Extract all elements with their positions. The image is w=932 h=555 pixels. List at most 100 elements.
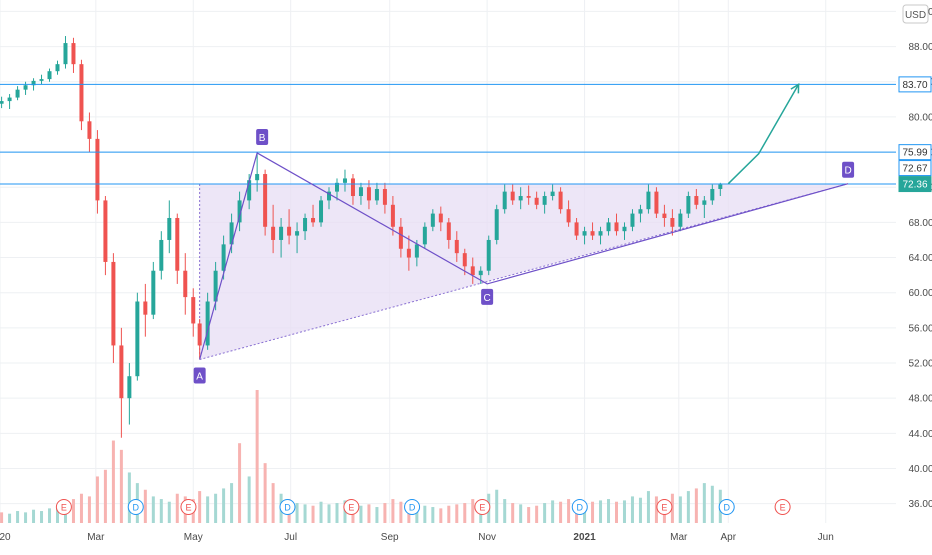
volume-bar	[303, 504, 307, 523]
candle-body	[518, 196, 523, 201]
currency-badge[interactable]: USD	[902, 4, 929, 24]
volume-bar	[295, 503, 299, 523]
dividend-event-marker[interactable]: D	[279, 499, 296, 515]
volume-bar	[686, 491, 690, 523]
dividend-event-marker[interactable]: D	[404, 499, 421, 515]
event-marker-circle	[180, 499, 197, 515]
price-badge-box	[898, 160, 932, 177]
price-badge-72-36[interactable]: 72.36	[898, 176, 932, 193]
candle-body	[303, 217, 308, 232]
price-tick-label: 48.00	[908, 394, 932, 405]
volume-bar	[111, 440, 115, 523]
time-tick-label: Jun	[818, 532, 834, 543]
event-marker-circle	[774, 499, 791, 515]
event-marker-letter: E	[661, 503, 667, 513]
candle-body	[87, 121, 92, 139]
pattern-point-box	[842, 161, 855, 178]
volume-bar	[271, 483, 275, 523]
pattern-point-c[interactable]: C	[481, 288, 494, 305]
candle-body	[702, 200, 707, 205]
price-badge-label: 72.36	[902, 180, 927, 191]
price-badge-83-70[interactable]: 83.70	[898, 76, 932, 93]
event-marker-circle	[343, 499, 360, 515]
volume-bar	[8, 513, 12, 523]
volume-bar	[247, 476, 251, 523]
candle-body	[229, 222, 234, 245]
event-marker-letter: E	[348, 503, 354, 513]
candle-body	[295, 231, 300, 236]
candle-body	[406, 248, 411, 258]
volume-bar	[630, 496, 634, 523]
volume-bar	[471, 499, 475, 523]
candle-body	[63, 43, 68, 65]
event-marker-circle	[474, 499, 491, 515]
earnings-event-marker[interactable]: E	[55, 499, 72, 515]
candle-body	[350, 178, 355, 197]
price-tick-label: 80.00	[908, 112, 932, 123]
dividend-event-marker[interactable]: D	[127, 499, 144, 515]
horizontal-price-lines[interactable]	[0, 83, 896, 185]
candle-body	[111, 261, 116, 346]
pattern-point-b[interactable]: B	[256, 128, 269, 145]
candle-body	[534, 197, 539, 205]
event-marker-letter: E	[479, 503, 485, 513]
candle-body	[213, 270, 218, 302]
price-badge-label: 75.99	[902, 148, 927, 159]
candle-body	[438, 213, 443, 223]
event-marker-circle	[127, 499, 144, 515]
candle-body	[175, 217, 180, 271]
pattern-point-a[interactable]: A	[193, 367, 206, 384]
dividend-event-marker[interactable]: D	[718, 499, 735, 515]
event-marker-circle	[718, 499, 735, 515]
volume-bar	[622, 500, 626, 523]
earnings-event-marker[interactable]: E	[774, 499, 791, 515]
candle-body	[263, 174, 268, 227]
candle-body	[558, 191, 563, 210]
price-tick-label: 40.00	[908, 464, 932, 475]
price-badge-72-67[interactable]: 72.67	[898, 160, 932, 177]
price-tick-label: 56.00	[908, 323, 932, 334]
projection-arrow[interactable]	[727, 83, 800, 185]
projection-path[interactable]	[727, 84, 800, 185]
candle-body	[398, 226, 403, 249]
earnings-event-marker[interactable]: E	[474, 499, 491, 515]
volume-bar	[463, 503, 467, 523]
earnings-event-marker[interactable]: E	[656, 499, 673, 515]
abcd-path[interactable]	[199, 152, 849, 360]
candle-body	[191, 297, 196, 324]
candle-body	[622, 226, 627, 232]
volume-bar	[32, 509, 36, 523]
abcd-pattern-lines[interactable]	[199, 152, 849, 360]
time-axis[interactable]: 20 Mar May Jul Sep Nov 2021 Mar Apr Jun	[0, 532, 834, 543]
event-marker-letter: D	[409, 503, 416, 513]
pattern-point-d[interactable]: D	[842, 161, 855, 178]
time-tick-label: Nov	[478, 532, 496, 543]
volume-bar	[423, 505, 427, 523]
volume-bar	[646, 491, 650, 523]
volume-bar	[383, 503, 387, 523]
volume-bar	[511, 503, 515, 523]
currency-label: USD	[905, 10, 926, 21]
earnings-event-marker[interactable]: E	[180, 499, 197, 515]
volume-bar	[535, 505, 539, 523]
dividend-event-marker[interactable]: D	[571, 499, 588, 515]
candle-body	[566, 209, 571, 223]
abcd-pattern-labels[interactable]: A B C D	[193, 128, 855, 384]
abcd-pattern-fill	[199, 183, 849, 360]
candle-body	[694, 196, 699, 205]
event-marker-circle	[656, 499, 673, 515]
event-marker-letter: D	[577, 503, 584, 513]
price-axis[interactable]: 92.0088.0084.0080.0076.0072.0068.0064.00…	[898, 7, 932, 510]
earnings-event-marker[interactable]: E	[343, 499, 360, 515]
volume-bar	[551, 500, 555, 523]
volume-bar	[16, 511, 20, 523]
price-tick-label: 36.00	[908, 499, 932, 510]
price-badge-75-99[interactable]: 75.99	[898, 144, 932, 161]
volume-bar	[391, 499, 395, 523]
volume-bar	[439, 508, 443, 523]
volume-bar	[614, 501, 618, 523]
volume-bar	[495, 489, 499, 523]
